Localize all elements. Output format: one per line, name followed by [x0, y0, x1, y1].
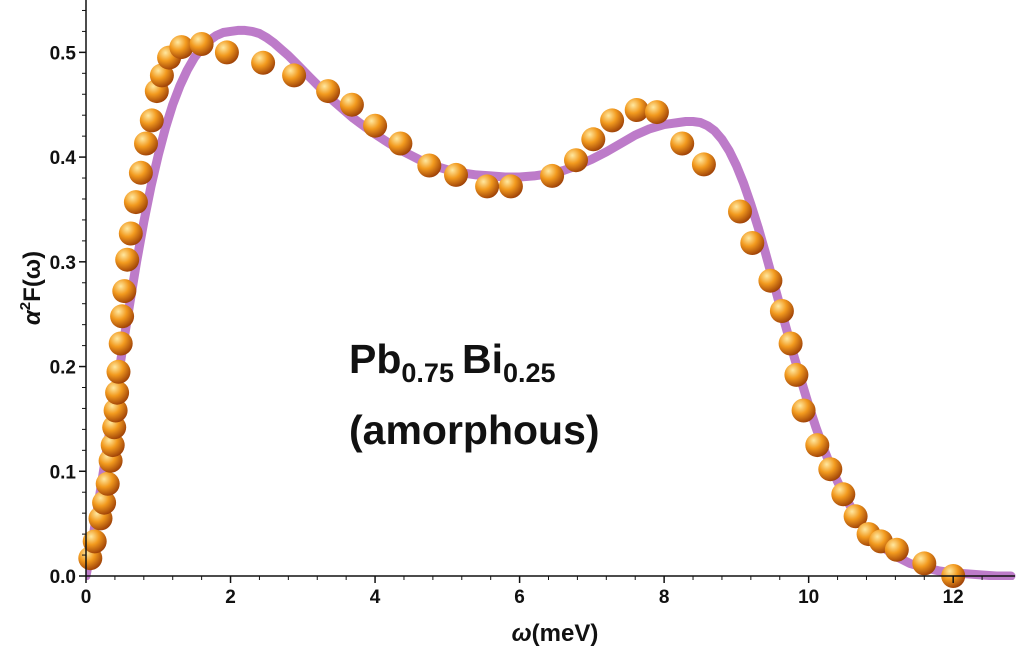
- data-point: [644, 100, 669, 125]
- data-point: [388, 131, 413, 156]
- data-point: [189, 32, 214, 56]
- data-point: [444, 162, 468, 187]
- data-point: [417, 153, 442, 178]
- data-point: [884, 537, 909, 562]
- data-point: [581, 127, 606, 152]
- ticks-layer: 0 2 4 6 8 10 12 0.0 0.1 0.2 0.3 0.4 0.5: [50, 9, 983, 608]
- y-axis-title: α2F(ω): [17, 251, 46, 325]
- x-tick-label: 12: [943, 587, 964, 608]
- x-axis-title-unit: (meV): [532, 620, 599, 647]
- x-axis-title: ω(meV): [512, 620, 599, 647]
- data-point: [624, 98, 649, 122]
- data-point: [600, 108, 625, 133]
- annotation-bi-sub: 0.25: [503, 358, 556, 388]
- data-point: [106, 359, 131, 384]
- annotation-phase: (amorphous): [349, 407, 600, 453]
- fit-curve: [86, 25, 1016, 580]
- data-point: [118, 221, 143, 246]
- annotation-pb: Pb: [349, 336, 401, 382]
- data-point: [134, 131, 158, 156]
- y-tick-label: 0.5: [50, 43, 77, 64]
- x-tick-label: 8: [659, 587, 670, 608]
- data-point: [115, 247, 140, 272]
- data-point: [564, 148, 588, 173]
- data-point: [108, 331, 133, 356]
- data-point: [778, 331, 803, 356]
- data-point: [92, 490, 117, 515]
- x-tick-label: 2: [225, 587, 236, 608]
- y-tick-label: 0.1: [50, 462, 77, 483]
- data-point: [339, 92, 364, 117]
- data-point: [540, 163, 565, 188]
- data-point: [475, 174, 500, 199]
- x-tick-label: 10: [798, 587, 819, 608]
- annotation-composition: Pb0.75 Bi0.25: [349, 336, 556, 388]
- data-point: [123, 190, 148, 215]
- data-point: [82, 529, 107, 554]
- y-axis-title-rest: F(ω): [19, 251, 46, 302]
- data-point: [214, 40, 239, 65]
- data-point: [740, 231, 765, 255]
- y-tick-label: 0.4: [50, 148, 77, 169]
- data-point: [128, 160, 153, 185]
- data-point: [105, 380, 130, 405]
- data-point: [139, 108, 164, 133]
- data-point: [100, 433, 125, 458]
- data-point: [818, 457, 843, 482]
- data-point: [670, 131, 695, 156]
- annotation-bi: Bi: [462, 336, 503, 382]
- data-point: [112, 279, 137, 304]
- x-tick-label: 4: [370, 587, 381, 608]
- x-tick-label: 0: [81, 587, 92, 608]
- y-axis-title-alpha: α: [19, 309, 46, 325]
- data-point: [169, 35, 194, 60]
- data-point: [912, 551, 937, 576]
- fit-curve-layer: [86, 25, 1016, 580]
- data-point: [843, 504, 868, 529]
- data-points-layer: [78, 32, 966, 588]
- y-tick-label: 0.2: [50, 358, 76, 379]
- data-point: [95, 471, 120, 496]
- data-point: [316, 79, 341, 104]
- x-axis-title-symbol: ω: [512, 620, 532, 647]
- x-tick-label: 6: [514, 587, 525, 608]
- data-point: [282, 63, 307, 88]
- data-point: [498, 174, 523, 199]
- data-point: [103, 398, 128, 423]
- y-tick-label: 0.3: [50, 253, 76, 274]
- y-axis-title-sup: 2: [17, 302, 34, 310]
- data-point: [758, 268, 783, 293]
- data-point: [831, 482, 856, 507]
- data-point: [805, 433, 830, 458]
- data-point: [251, 50, 276, 75]
- y-tick-label: 0.0: [50, 567, 76, 588]
- data-point: [769, 299, 794, 323]
- data-point: [791, 398, 816, 423]
- data-point: [363, 113, 388, 138]
- data-point: [110, 304, 135, 329]
- data-point: [691, 152, 716, 177]
- data-point: [728, 199, 752, 224]
- annotation-pb-sub: 0.75: [401, 358, 454, 388]
- data-point: [784, 362, 809, 387]
